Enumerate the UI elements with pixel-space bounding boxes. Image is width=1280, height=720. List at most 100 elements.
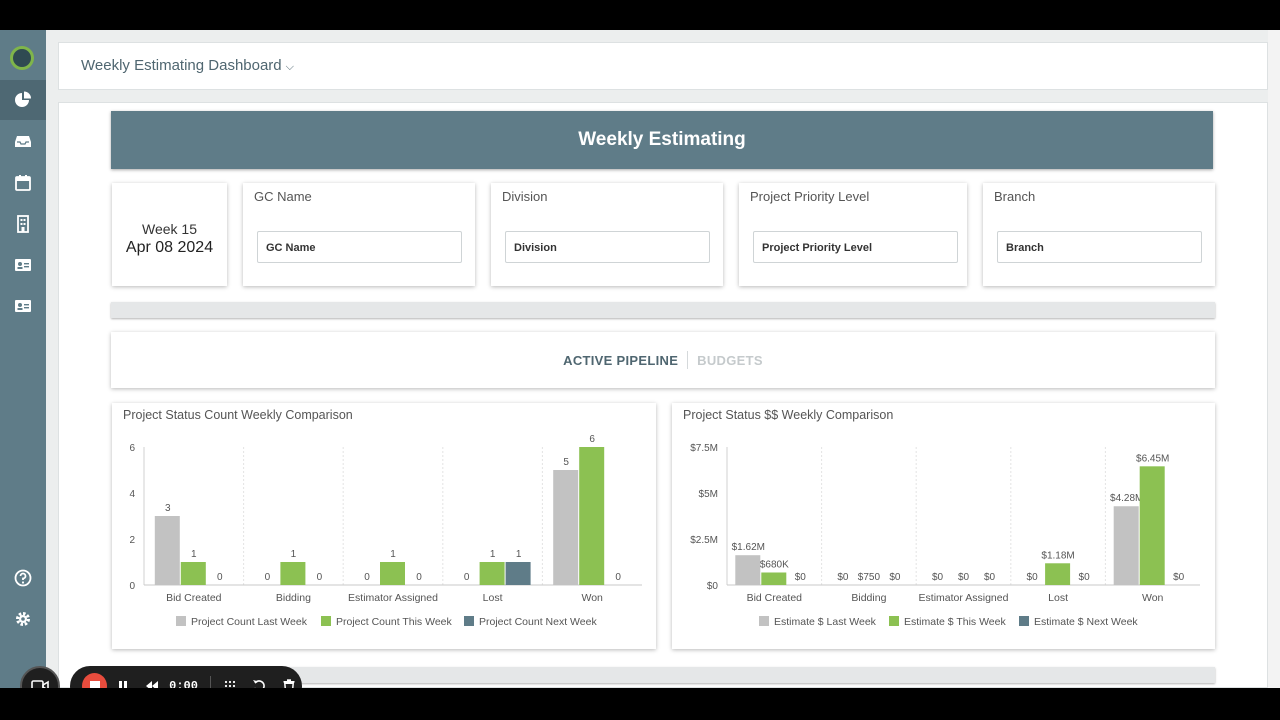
data-label: $0 bbox=[795, 572, 807, 583]
sidebar-item-users[interactable] bbox=[0, 286, 46, 326]
legend-swatch bbox=[1019, 616, 1029, 626]
dashboard-title: Weekly Estimating Dashboard bbox=[81, 57, 282, 74]
legend-label: Project Count Last Week bbox=[191, 616, 308, 628]
bar bbox=[761, 572, 787, 585]
x-tick-label: Won bbox=[1142, 592, 1164, 604]
bar bbox=[479, 562, 505, 585]
restart-button[interactable] bbox=[246, 673, 273, 688]
filter-card-branch: Branch Branch bbox=[983, 183, 1215, 286]
rewind-button[interactable] bbox=[138, 673, 165, 688]
dashboard-selector[interactable]: Weekly Estimating Dashboard ⌵ bbox=[81, 57, 294, 74]
data-label: 0 bbox=[265, 572, 271, 583]
bar bbox=[280, 562, 306, 585]
legend-swatch bbox=[889, 616, 899, 626]
data-label: 3 bbox=[165, 503, 171, 514]
bar bbox=[735, 555, 761, 585]
data-label: $0 bbox=[1173, 572, 1185, 583]
week-date: Apr 08 2024 bbox=[125, 239, 214, 256]
y-tick-label: $2.5M bbox=[690, 535, 718, 546]
chevron-down-icon: ⌵ bbox=[285, 61, 294, 73]
data-label: $0 bbox=[958, 572, 970, 583]
help-icon bbox=[14, 569, 32, 587]
data-label: 0 bbox=[364, 572, 370, 583]
data-label: $4.28M bbox=[1110, 493, 1143, 504]
legend-label: Estimate $ Next Week bbox=[1034, 616, 1138, 628]
collapsed-section-bar[interactable] bbox=[111, 302, 1215, 318]
chart-title: Project Status $$ Weekly Comparison bbox=[683, 408, 894, 422]
y-tick-label: $7.5M bbox=[690, 443, 718, 454]
id-card-icon bbox=[15, 259, 31, 271]
project-count-chart: 0 2 4 6 3 1 0 Bid Created 0 1 0 Bidding 0 1 0 Estimator… bbox=[129, 434, 642, 628]
sidebar-item-companies[interactable] bbox=[0, 204, 46, 244]
page-scrollbar[interactable] bbox=[1268, 30, 1280, 688]
y-tick-label: 4 bbox=[129, 489, 135, 500]
data-label: 1 bbox=[516, 549, 522, 560]
contact-card-icon bbox=[15, 300, 31, 312]
bar bbox=[1113, 506, 1139, 585]
calendar-icon bbox=[15, 175, 31, 191]
x-tick-label: Estimator Assigned bbox=[348, 592, 438, 604]
camera-toggle-button[interactable] bbox=[20, 666, 60, 688]
data-label: $680K bbox=[760, 559, 789, 570]
stop-icon bbox=[89, 681, 100, 688]
delete-recording-button[interactable] bbox=[275, 673, 302, 688]
priority-level-select[interactable]: Project Priority Level bbox=[753, 231, 958, 263]
sidebar-item-settings[interactable] bbox=[0, 599, 46, 639]
y-tick-label: 6 bbox=[129, 443, 135, 454]
sidebar-item-help[interactable] bbox=[0, 558, 46, 598]
next-section-bar bbox=[111, 667, 1215, 683]
x-tick-label: Bidding bbox=[851, 592, 886, 604]
week-number: Week 15 bbox=[142, 221, 197, 237]
data-label: $0 bbox=[837, 572, 849, 583]
data-label: 1 bbox=[390, 549, 396, 560]
pause-button[interactable] bbox=[109, 673, 136, 688]
branch-select[interactable]: Branch bbox=[997, 231, 1202, 263]
x-tick-label: Lost bbox=[1048, 592, 1068, 604]
data-label: $0 bbox=[889, 572, 901, 583]
tab-budgets[interactable]: BUDGETS bbox=[697, 352, 763, 368]
x-tick-label: Lost bbox=[483, 592, 503, 604]
recording-timer: 0:00 bbox=[169, 679, 198, 688]
division-select[interactable]: Division bbox=[505, 231, 710, 263]
bar bbox=[180, 562, 206, 585]
data-label: $0 bbox=[984, 572, 996, 583]
pause-icon bbox=[118, 681, 127, 688]
data-label: 1 bbox=[291, 549, 297, 560]
gc-name-select[interactable]: GC Name bbox=[257, 231, 462, 263]
sidebar-item-contacts[interactable] bbox=[0, 245, 46, 285]
stop-recording-button[interactable] bbox=[82, 673, 108, 688]
filter-label: Branch bbox=[994, 189, 1036, 204]
bar bbox=[154, 516, 180, 585]
sidebar-item-dashboards[interactable] bbox=[0, 80, 46, 120]
data-label: 0 bbox=[317, 572, 323, 583]
data-label: $6.45M bbox=[1136, 453, 1169, 464]
week-card: Week 15 Apr 08 2024 bbox=[112, 183, 227, 286]
legend-label: Estimate $ This Week bbox=[904, 616, 1006, 628]
inbox-icon bbox=[15, 136, 31, 147]
gear-icon bbox=[16, 612, 30, 626]
dashboard-header: Weekly Estimating Dashboard ⌵ bbox=[58, 42, 1268, 90]
restart-icon bbox=[253, 680, 266, 688]
recording-controls: 0:00 bbox=[70, 666, 302, 688]
chart-card-count: 0 2 4 6 3 1 0 Bid Created 0 1 0 Bidding 0 1 0 Estimator… bbox=[112, 403, 656, 649]
legend-swatch bbox=[759, 616, 769, 626]
bar bbox=[1139, 466, 1165, 585]
data-label: 0 bbox=[464, 572, 470, 583]
page-banner: Weekly Estimating bbox=[111, 111, 1213, 169]
data-label: $0 bbox=[1079, 572, 1091, 583]
grid-button[interactable] bbox=[217, 673, 244, 688]
y-tick-label: 0 bbox=[129, 581, 135, 592]
sidebar-item-calendar[interactable] bbox=[0, 163, 46, 203]
data-label: $0 bbox=[1027, 572, 1039, 583]
y-tick-label: $0 bbox=[707, 581, 719, 592]
legend-swatch bbox=[321, 616, 331, 626]
sidebar-item-inbox[interactable] bbox=[0, 121, 46, 161]
legend-swatch bbox=[176, 616, 186, 626]
data-label: $750 bbox=[858, 572, 881, 583]
filter-label: Project Priority Level bbox=[750, 189, 870, 204]
bar bbox=[1045, 563, 1071, 585]
bar bbox=[579, 447, 605, 585]
logo-icon[interactable] bbox=[10, 46, 34, 70]
x-tick-label: Bidding bbox=[276, 592, 311, 604]
tab-active-pipeline[interactable]: ACTIVE PIPELINE bbox=[563, 352, 679, 368]
